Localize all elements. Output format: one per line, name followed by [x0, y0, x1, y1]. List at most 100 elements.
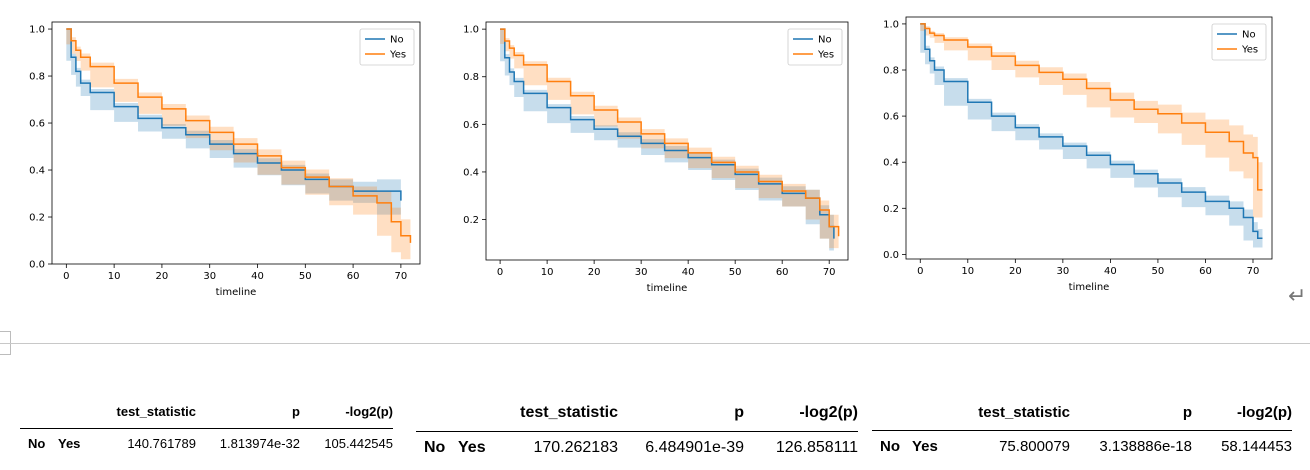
x-axis-label: timeline [1069, 282, 1110, 293]
index-header [458, 404, 498, 432]
cell-neg-log2p: 58.144453 [1221, 438, 1292, 455]
confidence-band-yes [500, 29, 839, 249]
survival-chart-2: 0 10 20 30 40 50 60 70 0.2 0.4 0.6 0.8 1.0 timeline No… [430, 0, 860, 310]
table-header-row: test_statistic p -log2(p) [20, 404, 393, 429]
legend-label-no: No [390, 35, 404, 46]
x-tick-label: 10 [108, 271, 121, 282]
row-index-no: No [880, 438, 900, 455]
legend-label-no: No [818, 35, 832, 46]
index-header [912, 404, 950, 431]
index-header [872, 404, 912, 431]
cell-p: 3.138886e-18 [1099, 438, 1192, 455]
table-header-row: test_statistic p -log2(p) [872, 404, 1292, 431]
table-header-row: test_statistic p -log2(p) [416, 404, 858, 432]
x-tick-label: 70 [823, 267, 836, 278]
logrank-table-2: test_statistic p -log2(p) No Yes 170.262… [416, 404, 858, 457]
x-tick-label: 70 [1247, 266, 1260, 277]
y-tick-label: 0.0 [29, 260, 45, 271]
x-tick-label: 20 [156, 271, 169, 282]
y-tick-label: 0.8 [29, 72, 45, 83]
cell-test-statistic: 140.761789 [127, 436, 196, 451]
index-header [20, 404, 58, 429]
y-tick-label: 0.2 [883, 204, 899, 215]
x-tick-label: 0 [497, 267, 503, 278]
y-tick-label: 0.4 [463, 167, 479, 178]
x-tick-label: 20 [1009, 266, 1022, 277]
legend-box [787, 28, 843, 66]
x-tick-label: 50 [1152, 266, 1165, 277]
y-tick-label: 1.0 [463, 25, 479, 36]
legend-label-yes: Yes [817, 50, 834, 61]
y-tick-label: 0.2 [463, 215, 479, 226]
x-tick-label: 0 [63, 271, 69, 282]
plot-frame [485, 21, 849, 261]
row-index-yes: Yes [458, 439, 486, 456]
x-tick-label: 10 [961, 266, 974, 277]
chart-3-svg: 0 10 20 30 40 50 60 70 0.0 0.2 0.4 0.6 0.8 1.0 timelin… [883, 16, 1273, 293]
survival-line-no [920, 23, 1263, 240]
x-tick-label: 60 [776, 267, 789, 278]
column-header-p: p [1070, 404, 1192, 431]
confidence-band-no [920, 23, 1263, 248]
table-row: No Yes 140.761789 1.813974e-32 105.44254… [20, 429, 393, 451]
column-header-test-statistic: test_statistic [498, 404, 618, 432]
column-header-test-statistic: test_statistic [950, 404, 1070, 431]
x-tick-label: 60 [1199, 266, 1212, 277]
legend: No Yes [359, 28, 415, 66]
x-tick-label: 40 [682, 267, 695, 278]
confidence-band-yes [920, 23, 1263, 218]
column-header-test-statistic: test_statistic [94, 404, 196, 429]
plot-area [500, 28, 840, 251]
row-index-yes: Yes [58, 436, 81, 451]
y-tick-label: 0.8 [883, 66, 899, 77]
survival-chart-1: 0 10 20 30 40 50 60 70 0.0 0.2 0.4 0.6 0.8 1.0 timelin… [0, 0, 430, 310]
column-header-neg-log2p: -log2(p) [1192, 404, 1292, 431]
legend-label-yes: Yes [389, 50, 406, 61]
x-tick-label: 40 [1104, 266, 1117, 277]
y-tick-label: 1.0 [29, 25, 45, 36]
row-index-no: No [28, 436, 46, 451]
legend: No Yes [787, 28, 843, 66]
survival-line-yes [920, 23, 1263, 191]
y-tick-label: 0.4 [29, 166, 45, 177]
column-header-neg-log2p: -log2(p) [744, 404, 858, 432]
y-tick-label: 0.6 [29, 119, 45, 130]
x-tick-label: 10 [541, 267, 554, 278]
column-header-p: p [618, 404, 744, 432]
legend-box [359, 28, 415, 66]
chart-2-svg: 0 10 20 30 40 50 60 70 0.2 0.4 0.6 0.8 1.0 timeline No… [463, 21, 849, 294]
cell-p: 6.484901e-39 [645, 439, 744, 456]
survival-line-no [500, 28, 835, 239]
x-tick-label: 50 [299, 271, 312, 282]
table-row: No Yes 170.262183 6.484901e-39 126.85811… [416, 432, 858, 458]
plot-frame [905, 16, 1273, 260]
y-tick-label: 0.4 [883, 158, 899, 169]
index-header [58, 404, 94, 429]
page-divider [0, 343, 1310, 344]
cell-neg-log2p: 105.442545 [324, 436, 393, 451]
legend-label-yes: Yes [1241, 45, 1258, 56]
x-tick-label: 50 [729, 267, 742, 278]
return-arrow-icon: ↵ [1288, 284, 1307, 309]
survival-chart-3: 0 10 20 30 40 50 60 70 0.0 0.2 0.4 0.6 0.8 1.0 timelin… [860, 0, 1290, 310]
logrank-table-1: test_statistic p -log2(p) No Yes 140.761… [20, 404, 393, 451]
x-tick-label: 0 [917, 266, 923, 277]
legend: No Yes [1211, 23, 1267, 61]
x-tick-label: 30 [203, 271, 216, 282]
cell-test-statistic: 170.262183 [533, 439, 618, 456]
x-tick-label: 60 [347, 271, 360, 282]
y-tick-label: 0.6 [883, 112, 899, 123]
table-row: No Yes 75.800079 3.138886e-18 58.144453 [872, 431, 1292, 455]
y-tick-label: 0.2 [29, 213, 45, 224]
y-tick-label: 0.6 [463, 120, 479, 131]
chart-1-svg: 0 10 20 30 40 50 60 70 0.0 0.2 0.4 0.6 0.8 1.0 timelin… [29, 21, 421, 298]
logrank-table-3: test_statistic p -log2(p) No Yes 75.8000… [872, 404, 1292, 455]
index-header [416, 404, 458, 432]
row-index-no: No [424, 439, 446, 456]
survival-line-yes [66, 28, 412, 243]
plot-area [66, 28, 412, 260]
x-tick-label: 70 [395, 271, 408, 282]
cell-test-statistic: 75.800079 [999, 438, 1070, 455]
plot-area [920, 23, 1263, 248]
legend-box [1211, 23, 1267, 61]
